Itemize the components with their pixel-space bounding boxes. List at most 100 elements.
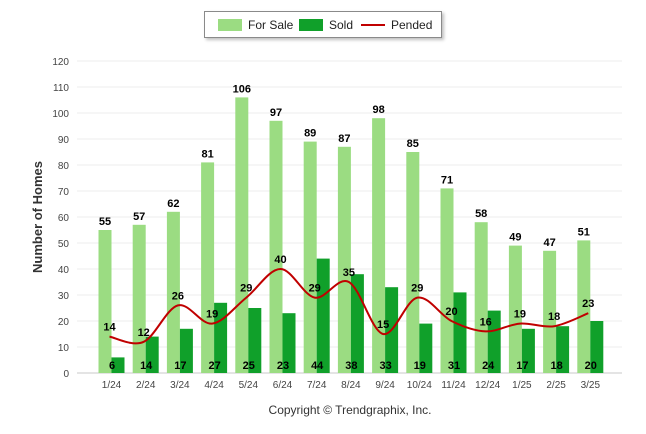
bar-sold [179,328,193,373]
legend-label-sold: Sold [329,18,354,32]
bar-for-sale [543,250,557,373]
data-label-for-sale: 58 [475,208,487,220]
data-label-sold: 25 [243,360,255,372]
x-tick-label: 3/25 [581,380,601,391]
data-label-for-sale: 89 [304,128,316,140]
bar-sold [487,310,501,373]
x-tick-label: 2/25 [546,380,566,391]
data-label-sold: 17 [174,360,186,372]
bar-for-sale [98,230,112,373]
data-label-pended: 29 [309,283,321,295]
data-label-pended: 23 [582,298,594,310]
y-tick-label: 60 [58,213,70,224]
pended-line-path [109,267,589,345]
y-tick-label: 110 [53,83,69,94]
x-tick-label: 4/24 [204,380,224,391]
y-axis-ticks: 0 10 20 30 40 50 60 70 80 90 100 110 120 [52,57,69,380]
data-label-for-sale: 97 [270,107,282,119]
x-tick-label: 1/25 [512,380,532,391]
data-label-pended: 18 [548,311,560,323]
bar-sold [316,258,330,373]
data-label-sold: 31 [448,360,460,372]
data-label-for-sale: 57 [133,211,145,223]
x-tick-label: 5/24 [239,380,259,391]
x-axis-ticks: 1/24 2/24 3/24 4/24 5/24 6/24 7/24 8/24 9/24 10/2… [102,380,601,391]
legend-label-for-sale: For Sale [248,18,294,32]
bar-for-sale [440,188,454,373]
x-tick-label: 9/24 [375,380,395,391]
data-label-pended: 19 [514,309,526,321]
bar-sold [556,326,570,373]
y-tick-label: 40 [58,265,70,276]
data-label-pended: 16 [480,316,492,328]
data-label-sold: 33 [379,360,391,372]
y-tick-label: 20 [58,317,70,328]
y-tick-label: 30 [58,291,70,302]
data-label-pended: 14 [103,322,116,334]
legend-item-sold[interactable]: Sold [299,18,353,32]
x-tick-label: 6/24 [273,380,293,391]
data-label-sold: 17 [516,360,528,372]
x-tick-label: 1/24 [102,380,122,391]
y-axis-label: Number of Homes [30,161,45,273]
data-label-pended: 15 [377,319,389,331]
data-label-sold: 38 [345,360,357,372]
bar-for-sale [406,152,420,373]
data-label-pended: 29 [240,283,252,295]
bar-sold [282,313,296,373]
legend-item-pended[interactable]: Pended [361,18,432,32]
data-label-for-sale: 106 [233,83,251,95]
data-label-for-sale: 85 [407,138,419,150]
y-tick-label: 90 [58,135,70,146]
data-labels: 55 6 57 14 62 17 81 27 106 25 97 23 89 44 87 38 98 33 85 19… [99,83,597,372]
data-label-for-sale: 87 [338,133,350,145]
data-label-for-sale: 55 [99,216,111,228]
data-label-pended: 35 [343,267,355,279]
data-label-for-sale: 47 [543,237,555,249]
x-tick-label: 10/24 [407,380,432,391]
x-tick-label: 12/24 [475,380,500,391]
data-label-for-sale: 49 [509,232,521,244]
data-label-sold: 44 [311,360,324,372]
bar-for-sale [508,245,522,373]
data-label-pended: 19 [206,309,218,321]
data-label-for-sale: 71 [441,174,453,186]
bar-for-sale [269,120,283,373]
data-label-pended: 12 [138,327,150,339]
x-tick-label: 3/24 [170,380,190,391]
bar-for-sale [132,224,146,373]
legend-item-for-sale[interactable]: For Sale [218,18,293,32]
data-label-sold: 27 [208,360,220,372]
bar-for-sale [201,162,215,373]
bar-sold [111,357,125,373]
y-tick-label: 100 [52,109,69,120]
y-tick-label: 120 [52,57,69,68]
x-tick-label: 8/24 [341,380,361,391]
bar-sold [590,321,604,373]
bar-sold [350,274,364,373]
bar-sold [419,323,433,373]
data-label-sold: 20 [585,360,597,372]
bar-sold [214,302,228,373]
pended-line [109,267,589,345]
data-label-pended: 40 [274,254,286,266]
data-label-for-sale: 81 [201,148,213,160]
legend-swatch-pended [361,24,385,26]
y-tick-label: 50 [58,239,70,250]
y-tick-label: 0 [63,369,69,380]
data-label-sold: 19 [414,360,426,372]
data-label-sold: 23 [277,360,289,372]
legend-label-pended: Pended [391,18,433,32]
bar-for-sale [235,97,249,374]
data-label-pended: 20 [445,306,457,318]
bar-for-sale [577,240,591,373]
y-tick-label: 80 [58,161,70,172]
bar-for-sale [372,118,386,373]
y-tick-label: 70 [58,187,70,198]
bar-for-sale [166,211,180,373]
bar-sold [521,328,535,373]
legend: For Sale Sold Pended [204,11,442,38]
bar-for-sale [337,146,351,373]
data-label-sold: 6 [109,360,115,372]
